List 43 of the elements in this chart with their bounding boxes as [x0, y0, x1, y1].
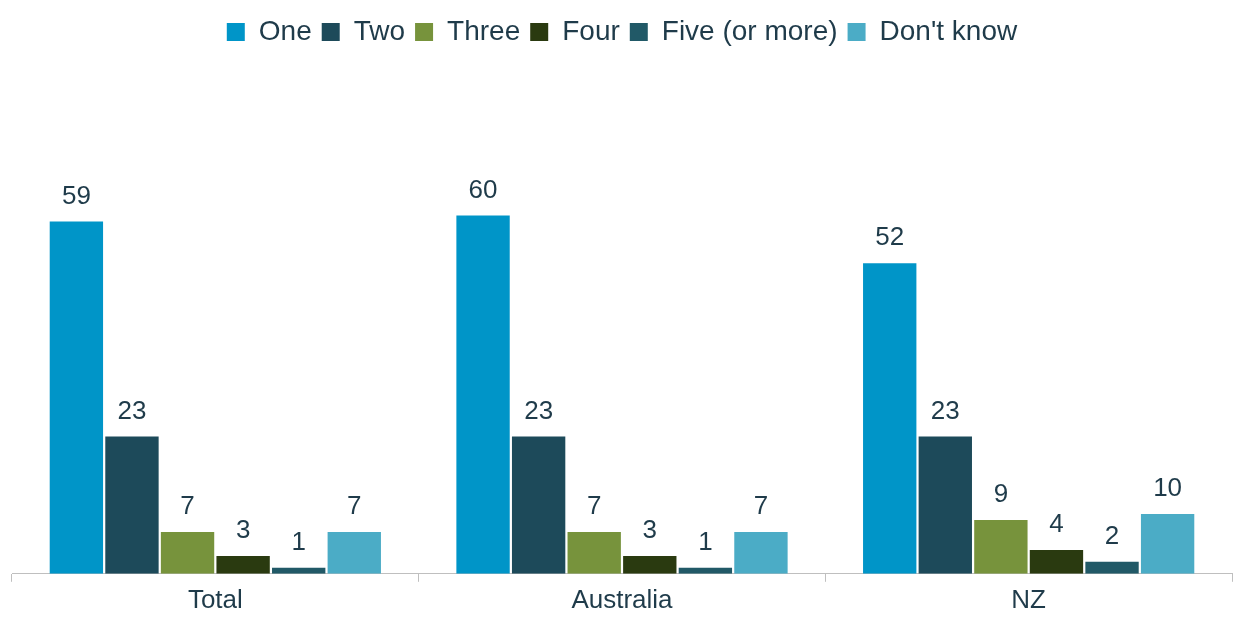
bar — [456, 215, 510, 574]
bar — [863, 263, 917, 574]
bar — [567, 531, 621, 574]
bar — [918, 436, 972, 574]
data-label: 3 — [642, 514, 658, 545]
bar — [1140, 514, 1195, 574]
bar — [49, 221, 104, 574]
data-label: 7 — [586, 490, 602, 521]
data-label: 1 — [291, 526, 306, 556]
bar — [511, 436, 566, 574]
data-label: 4 — [1049, 508, 1064, 539]
data-label: 7 — [753, 490, 769, 521]
data-label: 52 — [875, 221, 905, 252]
data-label: 3 — [235, 514, 251, 545]
bar — [734, 531, 788, 574]
x-tick-label: NZ — [1011, 583, 1047, 614]
data-label: 60 — [468, 173, 498, 204]
legend-label: Don't know — [879, 14, 1018, 46]
legend-label: Four — [562, 14, 620, 46]
data-label: 9 — [993, 478, 1009, 509]
bar — [974, 520, 1028, 574]
legend-label: Three — [447, 14, 521, 46]
data-label: 2 — [1104, 520, 1120, 551]
data-label: 23 — [117, 394, 147, 425]
data-label: 1 — [698, 526, 713, 556]
bar — [1029, 549, 1084, 574]
bar — [327, 531, 381, 574]
bar — [160, 531, 215, 574]
x-tick-label: Total — [187, 583, 243, 614]
bar — [216, 555, 270, 574]
data-label: 7 — [180, 490, 195, 521]
bar — [105, 436, 159, 574]
x-tick-label: Australia — [571, 583, 674, 614]
data-label: 10 — [1153, 472, 1183, 503]
bar — [623, 555, 677, 574]
legend-label: Two — [353, 14, 406, 46]
bar — [1085, 561, 1139, 574]
data-label: 23 — [930, 394, 960, 425]
legend-label: Five (or more) — [661, 14, 838, 46]
data-label: 7 — [347, 490, 362, 521]
legend-label: One — [258, 14, 312, 46]
data-label: 59 — [61, 179, 91, 210]
data-label: 23 — [524, 394, 554, 425]
